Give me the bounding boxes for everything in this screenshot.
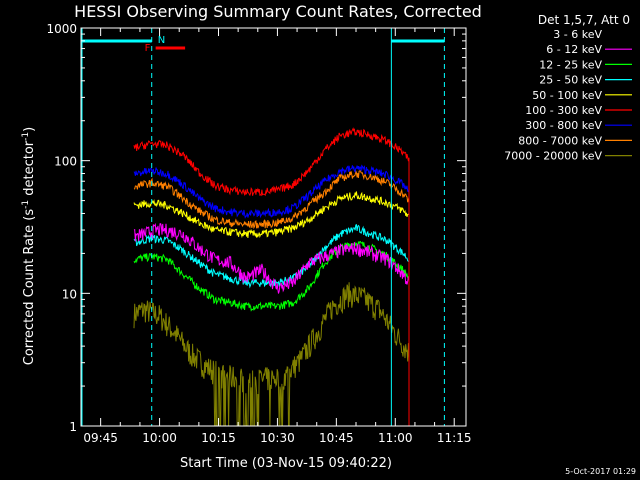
x-tick-label: 10:15 — [201, 431, 236, 445]
series-layer — [133, 127, 410, 427]
flag-n-label: N — [158, 35, 165, 46]
series-line-8 — [133, 282, 410, 427]
legend-entry-label: 50 - 100 keV — [532, 89, 602, 102]
legend-entry-label: 12 - 25 keV — [539, 58, 602, 71]
series-line-5 — [133, 127, 410, 426]
legend-entry-label: 7000 - 20000 keV — [504, 150, 602, 163]
legend: 3 - 6 keV 6 - 12 keV 12 - 25 keV 25 - 50 ke… — [504, 28, 632, 163]
legend-entry-label: 100 - 300 keV — [525, 104, 602, 117]
series-line-7 — [133, 169, 410, 426]
legend-entry-label: 6 - 12 keV — [546, 43, 602, 56]
annotation-layer: NF — [81, 28, 445, 426]
y-tick-label: 100 — [54, 155, 77, 169]
legend-entry-label: 800 - 7000 keV — [518, 134, 602, 147]
x-tick-label: 09:45 — [83, 431, 118, 445]
x-axis-label: Start Time (03-Nov-15 09:40:22) — [180, 456, 392, 471]
legend-entry-label: 300 - 800 keV — [525, 119, 602, 132]
x-tick-label: 10:45 — [319, 431, 354, 445]
plot-frame — [80, 27, 467, 427]
x-tick-label: 10:00 — [142, 431, 177, 445]
series-line-1 — [133, 222, 410, 426]
axis-layer: 09:45 10:00 10:15 10:30 10:45 11:00 11:15 1 10 10… — [46, 22, 471, 445]
legend-entry-label: 25 - 50 keV — [539, 74, 602, 87]
series-line-4 — [133, 191, 410, 426]
series-line-2 — [133, 240, 410, 426]
y-tick-label: 1000 — [46, 22, 77, 36]
x-tick-label: 11:00 — [378, 431, 413, 445]
series-line-0 — [133, 190, 410, 426]
x-tick-label: 11:15 — [437, 431, 472, 445]
flag-f-label: F — [145, 43, 151, 54]
x-tick-label: 10:30 — [260, 431, 295, 445]
date-stamp: 5-Oct-2017 01:29 — [565, 467, 636, 476]
y-tick-label: 1 — [69, 420, 77, 434]
legend-entry-label: 3 - 6 keV — [553, 28, 602, 41]
y-axis-label: Corrected Count Rate (s-1 detector-1) — [21, 127, 37, 365]
chart-title: HESSI Observing Summary Count Rates, Cor… — [74, 2, 482, 21]
series-line-6 — [133, 164, 410, 426]
y-tick-label: 10 — [62, 287, 77, 301]
legend-header: Det 1,5,7, Att 0 — [538, 13, 630, 27]
